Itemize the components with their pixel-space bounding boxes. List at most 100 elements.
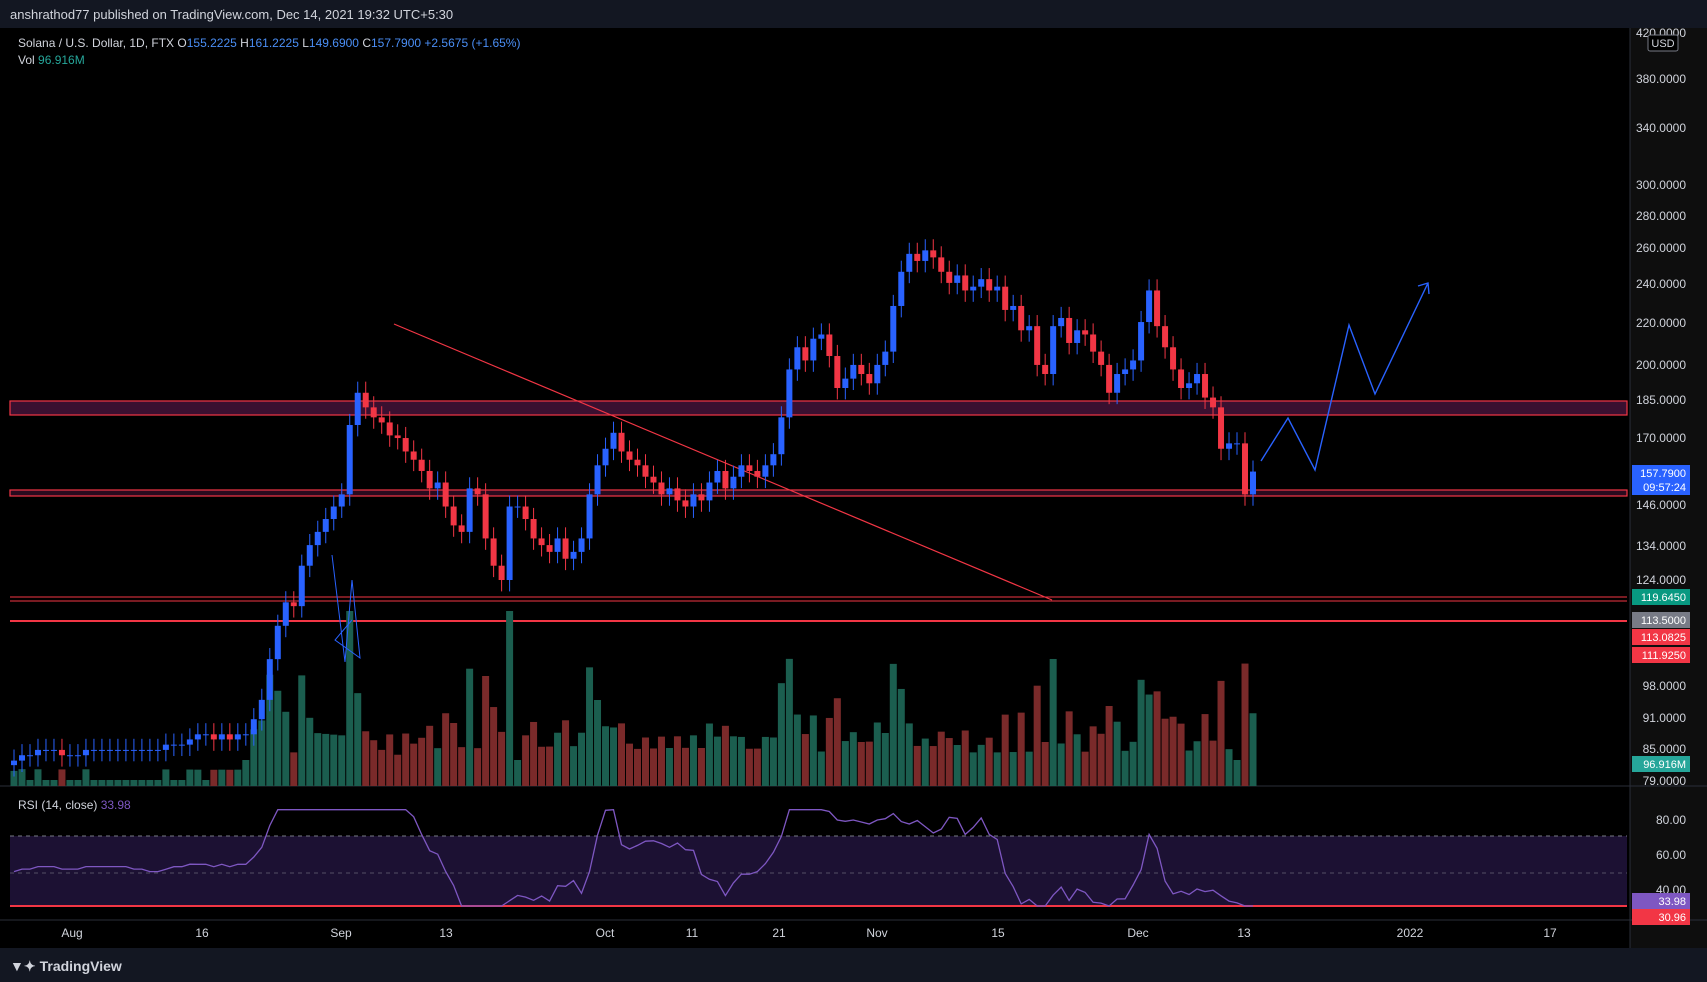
price-tick-label: 146.0000 <box>1636 498 1686 512</box>
candle-body <box>994 286 1001 291</box>
change-value: +2.5675 (+1.65%) <box>424 36 521 50</box>
candle-body <box>1138 322 1145 361</box>
volume-bar <box>1033 685 1041 786</box>
currency-box[interactable] <box>1647 34 1679 52</box>
volume-bar <box>697 748 705 786</box>
volume-bar <box>825 717 833 786</box>
candle-body <box>290 602 297 607</box>
volume-bar <box>1217 680 1225 786</box>
volume-bar <box>530 721 538 786</box>
volume-bar <box>34 769 42 786</box>
candle-body <box>434 482 441 489</box>
published-bar: anshrathod77 published on TradingView.co… <box>0 0 1707 28</box>
price-axis: 420.0000380.0000340.0000300.0000280.0000… <box>1636 26 1686 788</box>
volume-bar <box>362 731 370 786</box>
volume-bar <box>953 745 961 786</box>
price-badge-label: 119.6450 <box>1641 592 1686 604</box>
volume-bar <box>522 735 530 786</box>
volume-bar <box>705 723 713 786</box>
volume-bar <box>1177 723 1185 786</box>
volume-bar <box>833 698 841 786</box>
time-tick-label: Dec <box>1127 926 1148 940</box>
volume-bar <box>234 769 242 786</box>
candle-body <box>1042 364 1049 375</box>
candle-body <box>634 459 641 466</box>
volume-bar <box>570 746 578 786</box>
candle-body <box>938 257 945 272</box>
candle-body <box>154 749 161 751</box>
candle-body <box>234 734 241 740</box>
price-tick-label: 220.0000 <box>1636 316 1686 330</box>
candle-body <box>658 482 665 495</box>
volume-bar <box>977 744 985 786</box>
candle-body <box>146 749 153 751</box>
symbol-name[interactable]: Solana / U.S. Dollar, 1D, FTX <box>18 36 175 50</box>
candle-body <box>34 749 41 756</box>
projection-arrowhead <box>1417 282 1430 295</box>
candle-body <box>282 602 289 626</box>
h-label: H <box>240 36 249 50</box>
volume-bar <box>689 735 697 786</box>
candle-body <box>682 500 689 507</box>
candle-body <box>170 744 177 746</box>
candle-body <box>570 551 577 559</box>
volume-bar <box>889 663 897 786</box>
candle-body <box>370 407 377 418</box>
candle-body <box>642 465 649 477</box>
volume-bar <box>1073 734 1081 786</box>
candle-body <box>530 519 537 539</box>
volume-bar <box>498 731 506 786</box>
price-tick-label: 124.0000 <box>1636 573 1686 587</box>
volume-bar <box>905 723 913 786</box>
candle-body <box>882 351 889 365</box>
candle-body <box>226 734 233 740</box>
time-tick-label: 21 <box>772 926 786 940</box>
candle-body <box>410 451 417 460</box>
candle-body <box>906 253 913 272</box>
volume-bar <box>657 736 665 786</box>
o-label: O <box>177 36 187 50</box>
time-axis: Aug 16 Sep 13 Oct 11 21 Nov 15 Dec 13 2022 17 <box>61 926 1557 940</box>
volume-bar <box>1001 714 1009 786</box>
candle-body <box>458 525 465 532</box>
volume-bar <box>1017 712 1025 786</box>
rsi-label[interactable]: RSI (14, close) <box>18 798 98 812</box>
candle-body <box>554 538 561 552</box>
candle-body <box>1018 305 1025 331</box>
candle-body <box>706 482 713 501</box>
candle-body <box>1202 374 1209 398</box>
volume-bar <box>258 720 266 786</box>
price-tick-label: 185.0000 <box>1636 393 1686 407</box>
volume-bar <box>1137 679 1145 786</box>
candle-body <box>1154 290 1161 327</box>
candle-body <box>1002 286 1009 310</box>
time-tick-label: Aug <box>61 926 82 940</box>
candle-body <box>402 438 409 452</box>
candle-body <box>962 275 969 291</box>
rsi-tick-label: 60.00 <box>1656 848 1686 862</box>
tradingview-logo[interactable]: ▼✦ TradingView <box>10 958 122 975</box>
candle-body <box>130 749 137 751</box>
candle-body <box>26 755 33 757</box>
candle-body <box>354 392 361 426</box>
volume-bar <box>1161 718 1169 786</box>
volume-bar <box>66 780 74 786</box>
candle-body <box>546 545 553 552</box>
volume-bar <box>665 748 673 786</box>
candle-body <box>562 538 569 559</box>
symbol-legend: Solana / U.S. Dollar, 1D, FTX O155.2225 … <box>18 36 520 70</box>
volume-bar <box>594 700 602 786</box>
volume-bar <box>210 769 218 786</box>
volume-bar <box>785 658 793 786</box>
rsi-band <box>10 836 1627 906</box>
rsi-badge <box>1632 909 1690 925</box>
volume-bar <box>338 735 346 786</box>
candle-body <box>466 488 473 532</box>
candle-body <box>114 749 121 751</box>
rsi-tick-label: 80.00 <box>1656 813 1686 827</box>
volume-bar <box>817 751 825 786</box>
candle-body <box>106 749 113 751</box>
volume-bar <box>753 748 761 786</box>
